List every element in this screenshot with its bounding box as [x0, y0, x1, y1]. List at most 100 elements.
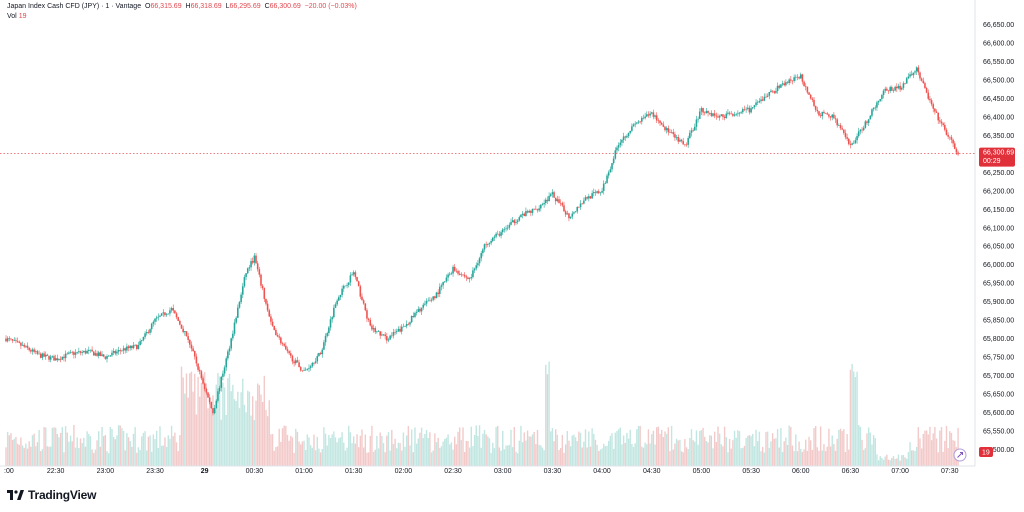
volume-bar: [924, 430, 926, 466]
volume-bar: [755, 429, 757, 466]
volume-bar: [889, 460, 891, 466]
candle-body: [472, 270, 474, 278]
candle-body: [99, 352, 102, 356]
candle-body: [775, 91, 777, 93]
tradingview-logo[interactable]: TradingView: [7, 488, 96, 502]
volume-bar: [160, 445, 163, 466]
volume-bar: [488, 438, 491, 466]
volume-bar: [245, 412, 247, 466]
candle-body: [659, 120, 661, 123]
candle-body: [636, 122, 638, 124]
candle-body: [149, 329, 151, 333]
candle-body: [528, 210, 531, 213]
candle-body: [291, 355, 294, 362]
candle-body: [106, 356, 108, 359]
high-label: H: [185, 3, 191, 10]
instrument-title[interactable]: Japan Index Cash CFD (JPY) · 1 · Vantage: [7, 3, 142, 10]
candle-body: [945, 129, 948, 135]
candle-body: [463, 274, 466, 277]
candle-body: [647, 114, 650, 116]
volume-bar: [662, 437, 665, 466]
volume-bar: [357, 447, 360, 466]
volume-bar: [702, 427, 704, 466]
candle-body: [543, 203, 545, 205]
volume-bar: [952, 440, 954, 466]
volume-bar: [377, 448, 380, 466]
volume-bar: [853, 371, 855, 466]
candle-body: [909, 74, 911, 77]
volume-bar: [432, 450, 434, 466]
candle-body: [347, 282, 350, 285]
candle-body: [852, 143, 855, 144]
candle-body: [758, 101, 761, 103]
time-axis[interactable]: :00 22:30 23:00 23:30 29 00:30 01:00 01:30 02:00…: [4, 468, 959, 475]
volume-bar: [753, 446, 756, 466]
candle-body: [773, 91, 776, 93]
volume-bar: [795, 434, 797, 466]
candle-body: [212, 408, 214, 414]
volume-bar: [314, 450, 317, 466]
candle-body: [430, 299, 433, 301]
candle-body: [280, 337, 282, 344]
volume-bar: [404, 446, 406, 466]
candle-body: [897, 85, 900, 89]
time-travel-icon[interactable]: [953, 448, 967, 462]
volume-bar: [40, 451, 42, 466]
volume-bar: [641, 446, 643, 466]
candle-body: [907, 76, 910, 79]
candle-body: [414, 312, 416, 317]
volume-bar: [727, 452, 729, 466]
candle-body: [751, 107, 754, 109]
volume-bar: [555, 429, 557, 466]
volume-bar: [603, 443, 605, 466]
candle-body: [435, 292, 438, 299]
candle-body: [530, 210, 532, 213]
candle-body: [390, 335, 393, 337]
volume-bar: [455, 444, 458, 466]
volume-bar: [862, 449, 865, 466]
candle-body: [934, 108, 936, 112]
candle-body: [703, 112, 706, 114]
volume-bar: [785, 437, 787, 466]
candle-body: [579, 203, 582, 208]
volume-bar: [281, 428, 284, 466]
candle-body: [338, 297, 340, 301]
volume-bar: [210, 404, 213, 466]
candle-body: [844, 133, 847, 138]
candle-body: [737, 113, 739, 115]
volume-bar: [278, 428, 280, 466]
volume-bar: [728, 439, 731, 466]
volume-bar: [131, 446, 133, 466]
volume-bar: [185, 373, 188, 466]
candle-body: [207, 392, 209, 398]
volume-bar: [652, 430, 655, 466]
candle-body: [410, 315, 413, 323]
candle-body: [490, 240, 492, 243]
candle-body: [778, 85, 781, 88]
volume-bar: [157, 447, 160, 466]
candle-body: [76, 352, 78, 353]
candle-body: [548, 195, 550, 202]
volume-bar: [280, 441, 282, 466]
candle-body: [823, 111, 825, 114]
candle-body: [46, 354, 49, 356]
volume-bar: [611, 433, 613, 466]
volume-bar: [902, 454, 905, 466]
candle-body: [601, 190, 603, 193]
price-axis[interactable]: 66,650.00 66,600.00 66,550.00 66,500.00 66,4…: [983, 22, 1014, 454]
time-tick-label: 02:00: [395, 468, 413, 475]
volume-bar: [700, 430, 703, 466]
candle-body: [859, 129, 862, 132]
volume-bar: [823, 444, 825, 466]
price-tick-label: 66,050.00: [983, 244, 1014, 251]
volume-bar: [172, 436, 174, 466]
candle-body: [571, 213, 574, 217]
volume-label[interactable]: Vol: [7, 13, 17, 20]
candle-body: [660, 122, 663, 125]
candle-body: [58, 359, 60, 361]
candle-body: [718, 115, 721, 118]
candle-body: [581, 203, 584, 205]
candle-body: [695, 119, 698, 127]
candle-body: [564, 211, 567, 215]
